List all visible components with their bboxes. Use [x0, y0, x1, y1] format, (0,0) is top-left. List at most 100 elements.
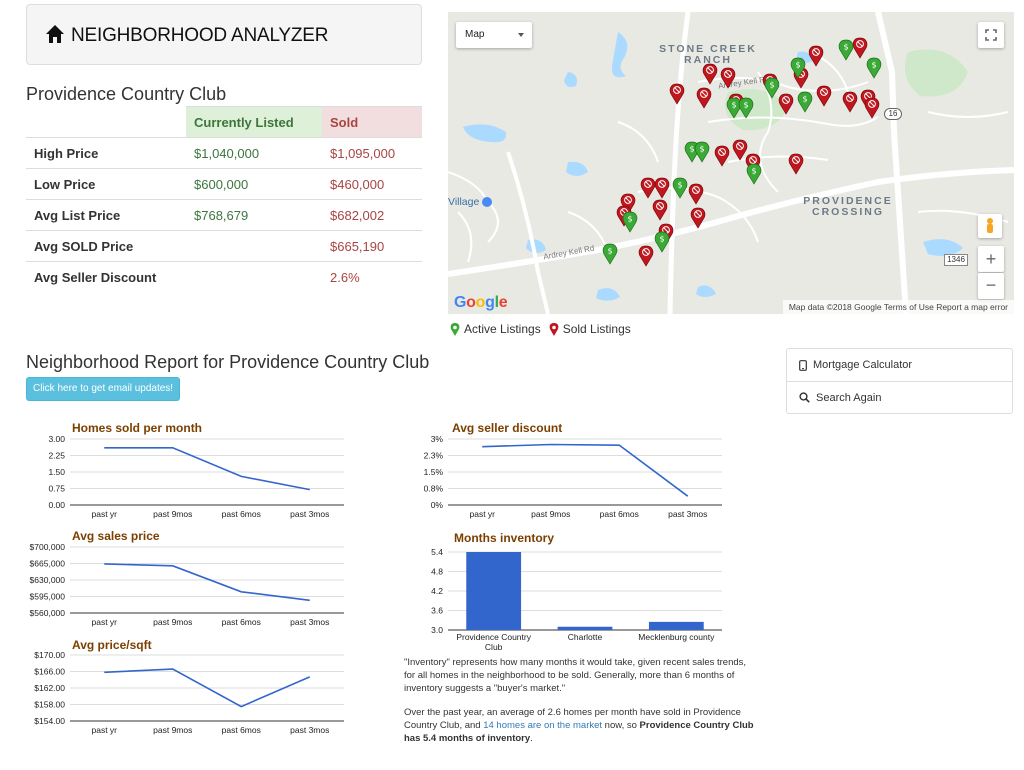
active-pin[interactable]	[746, 163, 762, 185]
sold-pin[interactable]	[852, 37, 868, 59]
y-tick-label: $158.00	[34, 700, 65, 710]
listed-value: $600,000	[186, 168, 322, 200]
sold-pin[interactable]	[690, 207, 706, 229]
map-label-village: Village	[448, 196, 493, 208]
map-legend: Active Listings Sold Listings	[450, 322, 631, 336]
y-tick-label: 4.2	[431, 586, 443, 596]
side-actions: Mortgage Calculator Search Again	[786, 348, 1013, 414]
homes-sold-chart: 3.00 2.25 1.50 0.75 0.00 past yr past 9mos past…	[48, 434, 344, 519]
fullscreen-icon	[985, 29, 997, 41]
pegman-icon[interactable]	[978, 214, 1002, 238]
sold-value: $665,190	[322, 230, 422, 262]
place-pin-icon	[482, 197, 493, 208]
avg-seller-discount-chart: 3% 2.3% 1.5% 0.8% 0% past yr past 9mos past 6mo…	[424, 434, 722, 519]
x-tick-label: past 3mos	[668, 509, 707, 519]
sold-value: $682,002	[322, 199, 422, 231]
x-tick-label: past yr	[91, 617, 117, 627]
report-title: Neighborhood Report for Providence Count…	[26, 352, 430, 372]
active-pin[interactable]	[602, 243, 618, 265]
inventory-paragraph-2: Over the past year, an average of 2.6 ho…	[404, 706, 754, 745]
legend-active-label: Active Listings	[464, 322, 541, 336]
sold-pin[interactable]	[732, 139, 748, 161]
x-tick-label: past 6mos	[222, 725, 261, 735]
sold-pin[interactable]	[842, 91, 858, 113]
sold-marker-icon	[549, 322, 559, 336]
y-tick-label: $154.00	[34, 716, 65, 726]
zoom-in-button[interactable]: +	[978, 246, 1004, 272]
inventory-explanation: "Inventory" represents how many months i…	[404, 656, 754, 745]
y-tick-label: 0.75	[48, 484, 65, 494]
x-tick-label: Mecklenburg county	[638, 632, 715, 642]
listed-value: $768,679	[186, 199, 322, 231]
active-pin[interactable]	[764, 77, 780, 99]
search-again-link[interactable]: Search Again	[787, 381, 1012, 413]
active-pin[interactable]	[694, 141, 710, 163]
sold-pin[interactable]	[778, 93, 794, 115]
active-pin[interactable]	[866, 57, 882, 79]
sold-pin[interactable]	[808, 45, 824, 67]
series-line	[482, 443, 689, 497]
sold-pin[interactable]	[688, 183, 704, 205]
zoom-out-button[interactable]: −	[978, 273, 1004, 299]
active-pin[interactable]	[838, 39, 854, 61]
active-pin[interactable]	[654, 231, 670, 253]
listed-value	[186, 230, 322, 262]
y-tick-label: 1.50	[48, 467, 65, 477]
mortgage-calculator-link[interactable]: Mortgage Calculator	[787, 349, 1012, 381]
sold-pin[interactable]	[816, 85, 832, 107]
x-tick-label: Providence Country	[456, 632, 531, 642]
active-pin[interactable]	[797, 91, 813, 113]
sold-pin[interactable]	[788, 153, 804, 175]
x-tick-label: Club	[485, 642, 503, 652]
active-pin[interactable]	[672, 177, 688, 199]
active-pin[interactable]	[622, 211, 638, 233]
sold-pin[interactable]	[652, 199, 668, 221]
sold-pin[interactable]	[702, 63, 718, 85]
y-tick-label: $166.00	[34, 667, 65, 677]
sold-pin[interactable]	[720, 67, 736, 89]
row-label: Avg SOLD Price	[26, 230, 186, 262]
y-tick-label: 3%	[431, 434, 444, 444]
bar	[557, 626, 613, 630]
sold-pin[interactable]	[669, 83, 685, 105]
active-pin[interactable]	[726, 97, 742, 119]
y-tick-label: 3.0	[431, 625, 443, 635]
village-label: Village	[448, 196, 480, 208]
sold-pin[interactable]	[640, 177, 656, 199]
sold-value: $460,000	[322, 168, 422, 200]
sold-value: $1,095,000	[322, 137, 422, 169]
inventory-text-b: now, so	[602, 720, 640, 731]
sold-pin[interactable]	[654, 177, 670, 199]
inventory-summary: Providence Country Club has 5.4 months o…	[404, 720, 754, 744]
legend-sold-label: Sold Listings	[562, 322, 631, 336]
neighborhood-name: Providence Country Club	[26, 84, 227, 104]
y-tick-label: 0.00	[48, 500, 65, 510]
chevron-down-icon	[518, 33, 524, 37]
homes-on-market-link[interactable]: 14 homes are on the market	[483, 720, 603, 731]
map-type-select[interactable]: Map	[456, 22, 532, 48]
x-tick-label: past 9mos	[531, 509, 570, 519]
table-row: High Price $1,040,000 $1,095,000	[26, 137, 422, 169]
phone-icon	[799, 359, 807, 371]
listings-map[interactable]: STONE CREEK RANCH PROVIDENCE CROSSING Vi…	[448, 12, 1014, 314]
map-roads	[448, 12, 1014, 314]
email-updates-button[interactable]: Click here to get email updates!	[26, 377, 181, 401]
sold-pin[interactable]	[696, 87, 712, 109]
x-tick-label: past 9mos	[153, 725, 192, 735]
inventory-text-a: Over the past year, an average of 2.6 ho…	[404, 707, 741, 731]
x-tick-label: Charlotte	[568, 632, 603, 642]
sold-pin[interactable]	[864, 97, 880, 119]
page-title: NEIGHBORHOOD ANALYZER	[71, 25, 329, 46]
home-icon	[46, 25, 64, 43]
map-attribution[interactable]: Map data ©2018 Google Terms of Use Repor…	[782, 300, 1014, 314]
y-tick-label: $162.00	[34, 683, 65, 693]
table-row: Avg Seller Discount 2.6%	[26, 261, 422, 293]
sold-pin[interactable]	[638, 245, 654, 267]
sold-pin[interactable]	[714, 145, 730, 167]
y-tick-label: 4.8	[431, 567, 443, 577]
active-pin[interactable]	[738, 97, 754, 119]
fullscreen-button[interactable]	[978, 22, 1004, 48]
road-badge-1346: 1346	[944, 254, 968, 266]
chart-title-avg-price-sqft: Avg price/sqft	[72, 638, 152, 652]
